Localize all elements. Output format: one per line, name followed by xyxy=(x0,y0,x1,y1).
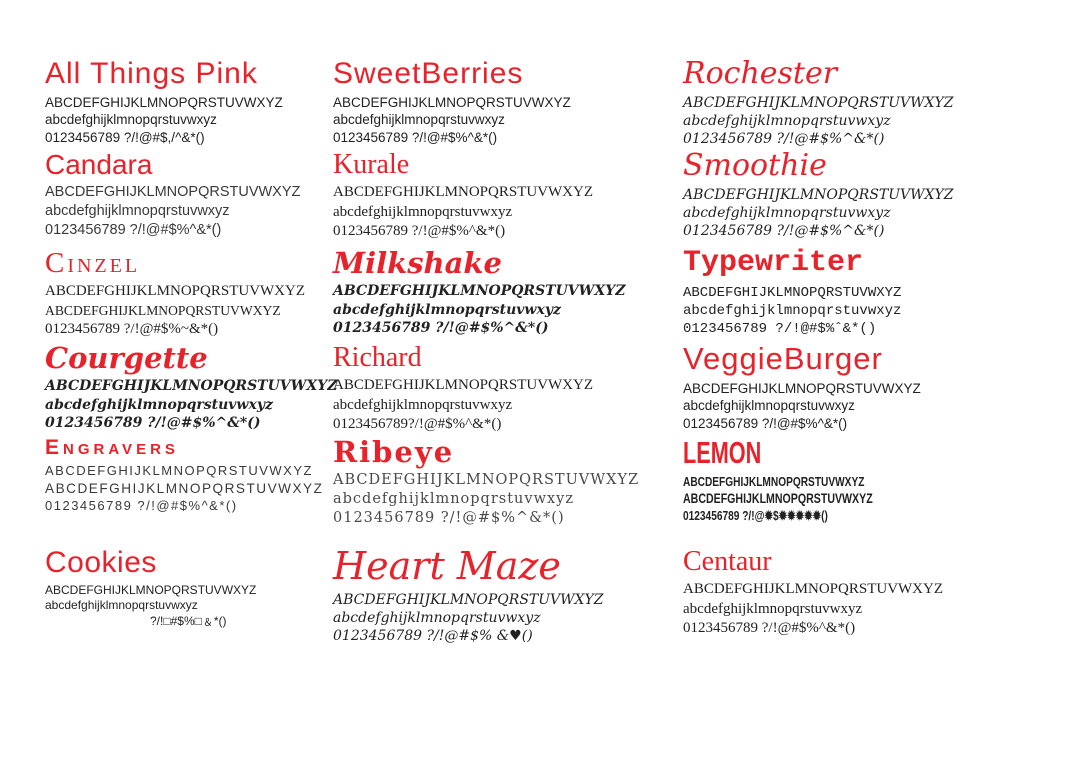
font-name: All Things Pink xyxy=(45,57,258,90)
font-specimen: All Things Pink ABCDEFGHIJKLMNOPQRSTUVWXY… xyxy=(45,58,333,150)
font-specimen: Courgette ABCDEFGHIJKLMNOPQRSTUVWXYZ abcde… xyxy=(45,341,338,437)
lowercase-sample: abcdefghijklmnopqrstuvwxyz xyxy=(683,204,891,221)
numbers-symbols-sample: ?/!□#$%□﹠*() xyxy=(150,613,227,628)
uppercase-sample: ABCDEFGHIJKLMNOPQRSTUVWXYZ xyxy=(333,472,640,489)
lowercase-sample: abcdefghijklmnopqrstuvwxyz xyxy=(683,398,855,414)
uppercase-sample: ABCDEFGHIJKLMNOPQRSTUVWXYZ xyxy=(45,582,257,597)
lowercase-sample: abcdefghijklmnopqrstuvwxyz xyxy=(333,203,513,220)
numbers-symbols-sample: 0123456789 ?/!@#$%^&*() xyxy=(683,222,885,239)
font-name: Heart Maze xyxy=(333,544,561,588)
numbers-symbols-sample: 0123456789 ?/!@#$%~&*() xyxy=(45,320,219,337)
font-specimen: Heart Maze ABCDEFGHIJKLMNOPQRSTUVWXYZ abcd… xyxy=(333,544,683,697)
uppercase-sample: ABCDEFGHIJKLMNOPQRSTUVWXYZ xyxy=(683,380,921,396)
uppercase-sample: ABCDEFGHIJKLMNOPQRSTUVWXYZ xyxy=(683,186,954,203)
uppercase-sample: ABCDEFGHIJKLMNOPQRSTUVWXYZ xyxy=(333,94,571,110)
font-specimen: Typewriter ABCDEFGHIJKLMNOPQRSTUVWXYZ abcd… xyxy=(683,246,1023,343)
font-name: Milkshake xyxy=(333,246,502,280)
lowercase-sample: ABCDEFGHIJKLMNOPQRSTUVWXYZ xyxy=(45,302,281,318)
font-name: VeggieBurger xyxy=(683,341,883,376)
numbers-symbols-sample: 0123456789 ?/!@#$,/^&*() xyxy=(45,129,205,145)
font-name: Rochester xyxy=(683,56,838,91)
numbers-symbols-sample: 0123456789 ?/!@#$%^&*() xyxy=(333,510,565,527)
numbers-symbols-sample: 0123456789?/!@#$%^&*() xyxy=(333,416,502,433)
lowercase-sample: abcdefghijklmnopqrstuvwxyz xyxy=(333,112,505,128)
uppercase-sample: ABCDEFGHIJKLMNOPQRSTUVWXYZ xyxy=(683,94,954,111)
font-specimen: Kurale ABCDEFGHIJKLMNOPQRSTUVWXYZ abcdefgh… xyxy=(333,150,683,248)
specimen-grid: All Things Pink ABCDEFGHIJKLMNOPQRSTUVWXY… xyxy=(45,58,1023,697)
uppercase-sample: ABCDEFGHIJKLMNOPQRSTUVWXYZ xyxy=(333,184,594,201)
lowercase-sample: abcdefghijklmnopqrstuvwxyz xyxy=(333,610,541,627)
font-name: Ribeye xyxy=(333,435,455,469)
font-specimen: Engravers ABCDEFGHIJKLMNOPQRSTUVWXYZ ABCDE… xyxy=(45,436,333,547)
lowercase-sample: abcdefghijklmnopqrstuvwxyz xyxy=(45,396,273,413)
numbers-symbols-sample: 0123456789 ?/!@#$% &♥() xyxy=(333,628,533,645)
font-name: LEMON xyxy=(683,435,762,470)
uppercase-sample: ABCDEFGHIJKLMNOPQRSTUVWXYZ xyxy=(45,463,313,479)
lowercase-sample: abcdefghijklmnopqrstuvwxyz xyxy=(45,112,217,128)
uppercase-sample: ABCDEFGHIJKLMNOPQRSTUVWXYZ xyxy=(333,377,594,394)
uppercase-sample: ABCDEFGHIJKLMNOPQRSTUVWXYZ xyxy=(333,283,626,300)
font-specimen: VeggieBurger ABCDEFGHIJKLMNOPQRSTUVWXYZ ab… xyxy=(683,341,1023,437)
numbers-symbols-sample: 0123456789 ?/!@✹$✹✹✹✹✹() xyxy=(683,508,828,524)
font-name: Centaur xyxy=(683,546,772,577)
lowercase-sample: ABCDEFGHIJKLMNOPQRSTUVWXYZ xyxy=(45,480,324,496)
font-specimen: Cinzel ABCDEFGHIJKLMNOPQRSTUVWXYZ ABCDEFGH… xyxy=(45,248,333,343)
numbers-symbols-sample: 0123456789 ?/!@#$%^&*() xyxy=(45,414,261,431)
numbers-symbols-sample: 0123456789 ?/!@#$%^&*() xyxy=(333,223,506,240)
numbers-symbols-sample: 0123456789 ?/!@#$%^&*() xyxy=(45,497,238,513)
font-specimen: Rochester ABCDEFGHIJKLMNOPQRSTUVWXYZ abcde… xyxy=(683,58,1023,150)
font-specimen: LEMON ABCDEFGHIJKLMNOPQRSTUVWXYZ ABCDEFGHI… xyxy=(683,435,1023,547)
font-specimen: SweetBerries ABCDEFGHIJKLMNOPQRSTUVWXYZ ab… xyxy=(333,58,683,150)
font-name: Kurale xyxy=(333,149,410,180)
lowercase-sample: abcdefghijklmnopqrstuvwxyz xyxy=(683,112,891,129)
uppercase-sample: ABCDEFGHIJKLMNOPQRSTUVWXYZ xyxy=(683,473,865,489)
font-name: Typewriter xyxy=(683,246,864,280)
font-specimen: Centaur ABCDEFGHIJKLMNOPQRSTUVWXYZ abcdefg… xyxy=(683,547,1023,697)
lowercase-sample: ABCDEFGHIJKLMNOPQRSTUVWXYZ xyxy=(683,491,873,507)
uppercase-sample: ABCDEFGHIJKLMNOPQRSTUVWXYZ xyxy=(45,184,301,201)
numbers-symbols-sample: 0123456789 ?/!@#$%^&*() xyxy=(333,129,498,145)
numbers-symbols-sample: 0123456789 ?/!@#$%^&*() xyxy=(683,620,856,637)
numbers-symbols-sample: 0123456789 ?/!@#$%^&*() xyxy=(45,222,222,239)
font-specimen: Milkshake ABCDEFGHIJKLMNOPQRSTUVWXYZ abcde… xyxy=(333,248,683,343)
font-name: Richard xyxy=(333,342,422,373)
lowercase-sample: abcdefghijklmnopqrstuvwxyz xyxy=(333,301,561,318)
uppercase-sample: ABCDEFGHIJKLMNOPQRSTUVWXYZ xyxy=(45,283,306,300)
numbers-symbols-sample: 0123456789 ?/!@#$%^&*() xyxy=(683,130,885,147)
lowercase-sample: abcdefghijklmnopqrstuvwxyz xyxy=(683,302,902,319)
lowercase-sample: abcdefghijklmnopqrstuvwxyz xyxy=(683,600,863,617)
uppercase-sample: ABCDEFGHIJKLMNOPQRSTUVWXYZ xyxy=(683,581,944,598)
numbers-symbols-sample: 0123456789 ?/!@#$%^&*() xyxy=(333,319,549,336)
lowercase-sample: abcdefghijklmnopqrstuvwxyz xyxy=(333,491,574,508)
font-name: Cookies xyxy=(45,546,157,579)
font-specimen: Ribeye ABCDEFGHIJKLMNOPQRSTUVWXYZ abcdefgh… xyxy=(333,437,683,547)
font-name: Cinzel xyxy=(45,247,141,279)
font-specimen: Smoothie ABCDEFGHIJKLMNOPQRSTUVWXYZ abcdef… xyxy=(683,150,1023,248)
font-specimen: Richard ABCDEFGHIJKLMNOPQRSTUVWXYZ abcdefg… xyxy=(333,343,683,437)
font-name: Engravers xyxy=(45,436,179,459)
font-name: SweetBerries xyxy=(333,57,524,90)
lowercase-sample: abcdefghijklmnopqrstuvwxyz xyxy=(45,598,198,613)
uppercase-sample: ABCDEFGHIJKLMNOPQRSTUVWXYZ xyxy=(45,94,283,110)
font-name: Candara xyxy=(45,149,153,180)
font-name: Courgette xyxy=(45,341,208,375)
uppercase-sample: ABCDEFGHIJKLMNOPQRSTUVWXYZ xyxy=(333,591,604,608)
uppercase-sample: ABCDEFGHIJKLMNOPQRSTUVWXYZ xyxy=(45,378,338,395)
font-name: Smoothie xyxy=(683,148,827,183)
uppercase-sample: ABCDEFGHIJKLMNOPQRSTUVWXYZ xyxy=(683,284,902,301)
numbers-symbols-sample: 0123456789 ?/!@#$%^&*() xyxy=(683,415,848,431)
font-specimen: Candara ABCDEFGHIJKLMNOPQRSTUVWXYZ abcdefg… xyxy=(45,150,333,248)
lowercase-sample: abcdefghijklmnopqrstuvwxyz xyxy=(333,396,513,413)
numbers-symbols-sample: 0123456789 ?/!@#$%ˆ&*() xyxy=(683,320,877,337)
font-specimen: Cookies ABCDEFGHIJKLMNOPQRSTUVWXYZ abcdefg… xyxy=(45,547,333,697)
lowercase-sample: abcdefghijklmnopqrstuvwxyz xyxy=(45,203,230,220)
